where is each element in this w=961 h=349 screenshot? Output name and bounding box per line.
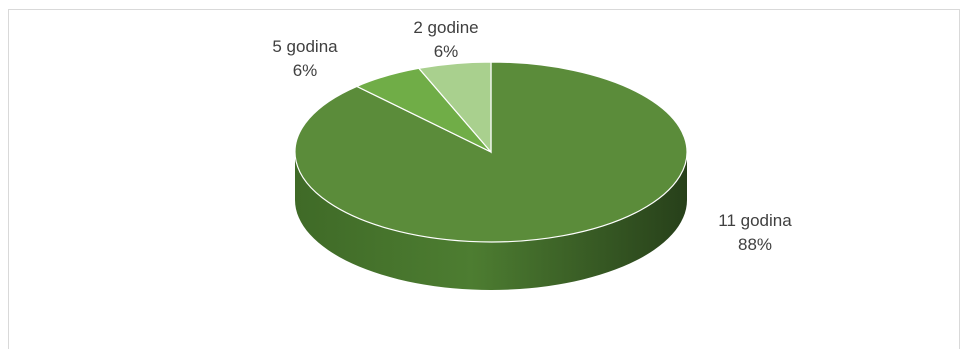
slice-label-2: 5 godina	[272, 37, 338, 56]
chart-frame	[8, 9, 960, 349]
slice-percent-3: 6%	[434, 42, 459, 61]
slice-percent-1: 88%	[738, 235, 772, 254]
slice-percent-2: 6%	[293, 61, 318, 80]
slice-label-1: 11 godina	[718, 211, 792, 230]
slice-label-3: 2 godine	[413, 18, 478, 37]
pie-chart: 11 godina 88% 5 godina 6% 2 godine 6%	[272, 18, 792, 290]
pie-slice-3	[417, 61, 492, 154]
pie-side-wall	[295, 152, 687, 290]
